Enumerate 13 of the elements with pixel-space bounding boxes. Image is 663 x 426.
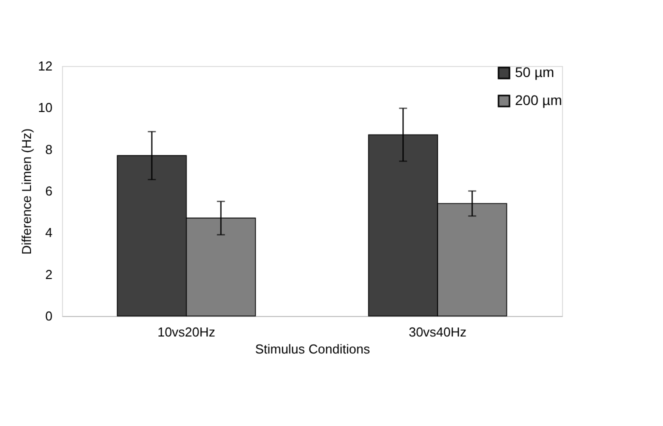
y-tick-label: 2	[45, 266, 52, 282]
legend-label: 200 µm	[515, 92, 562, 108]
x-tick-label: 10vs20Hz	[157, 324, 216, 340]
legend-label: 50 µm	[515, 64, 554, 80]
x-axis-title: Stimulus Conditions	[255, 342, 370, 356]
y-axis-title: Difference Limen (Hz)	[19, 128, 34, 255]
y-tick-label: 6	[45, 184, 52, 198]
y-tick-label: 8	[45, 142, 52, 157]
y-tick-label: 10	[38, 100, 52, 116]
x-tick-label: 30vs40Hz	[408, 324, 467, 340]
y-tick-label: 0	[45, 308, 52, 324]
y-tick-label: 12	[38, 58, 52, 74]
y-tick-label: 4	[45, 225, 52, 240]
